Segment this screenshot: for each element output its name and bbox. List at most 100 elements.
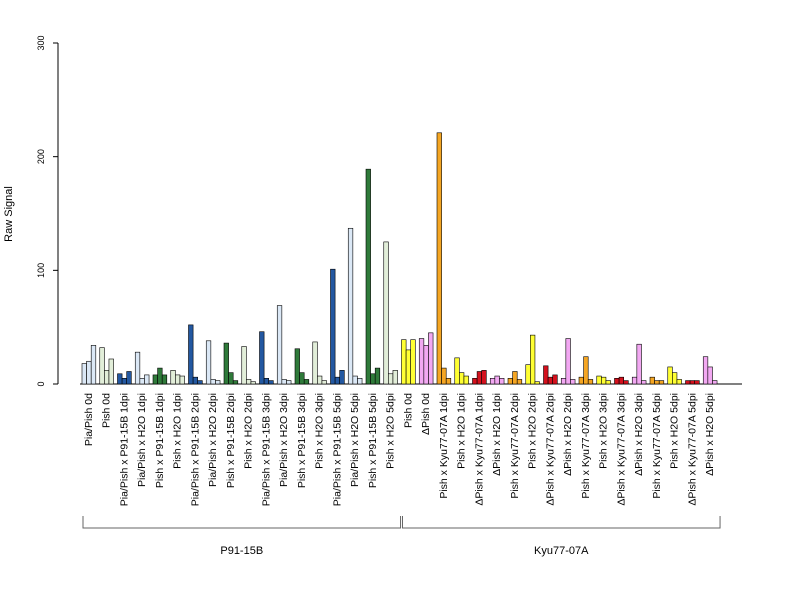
bar xyxy=(601,376,607,385)
bar xyxy=(707,366,713,385)
bar-group xyxy=(383,241,398,385)
bar xyxy=(489,378,496,385)
category-label: Pish x Kyu77-07A 1dpi xyxy=(438,393,450,499)
category-label: Pia/Pish x H2O 5dpi xyxy=(349,393,361,487)
bar xyxy=(530,334,536,385)
bar xyxy=(392,370,398,385)
bar xyxy=(636,343,642,385)
bar xyxy=(578,376,584,385)
bar-group xyxy=(365,168,381,385)
y-axis: 0 100 200 300 xyxy=(36,35,59,387)
category-label: Pish x H2O 1dpi xyxy=(456,393,468,469)
category-label: Pia/Pish 0d xyxy=(83,393,95,446)
bar xyxy=(81,363,87,385)
bar xyxy=(228,372,234,385)
bar-group xyxy=(223,342,239,385)
bar xyxy=(560,378,567,385)
bar-group xyxy=(507,371,523,385)
bar xyxy=(614,378,620,385)
category-label: Pish x H2O 2dpi xyxy=(527,393,539,469)
bar-group xyxy=(472,370,487,385)
bar xyxy=(317,375,323,385)
bar xyxy=(241,346,247,385)
category-label: Pia/Pish x P91-15B 2dpi xyxy=(189,393,201,506)
bar-group xyxy=(578,356,594,385)
bar xyxy=(121,378,127,385)
bar xyxy=(507,378,513,385)
bar xyxy=(144,374,150,385)
bar-group xyxy=(205,340,221,385)
bar xyxy=(303,379,310,385)
bar xyxy=(525,364,531,385)
category-label: ΔPish x Kyu77-07A 5dpi xyxy=(686,393,698,506)
bar-group xyxy=(614,376,629,385)
category-label: Pish x P91-15B 5dpi xyxy=(367,393,379,488)
category-label: ΔPish x H2O 5dpi xyxy=(704,393,716,476)
bar xyxy=(570,379,576,385)
bar xyxy=(441,367,447,385)
bar-group xyxy=(596,375,611,385)
bar xyxy=(405,349,412,385)
bar xyxy=(299,372,305,385)
bar xyxy=(565,338,571,385)
bar xyxy=(428,332,434,385)
bar-group xyxy=(241,346,256,385)
bar xyxy=(108,358,114,385)
bar-group xyxy=(436,132,452,385)
bar xyxy=(418,338,425,385)
bar xyxy=(210,379,216,385)
bar xyxy=(90,345,97,385)
bar xyxy=(152,374,158,385)
bar-group xyxy=(543,365,558,385)
bar xyxy=(534,381,540,385)
bar xyxy=(268,380,274,385)
bar-group xyxy=(454,357,469,385)
y-axis-label: Raw Signal xyxy=(3,186,15,242)
bar xyxy=(631,376,638,385)
bar-group xyxy=(347,227,363,385)
bar xyxy=(383,241,389,385)
bar xyxy=(552,374,558,385)
bar xyxy=(370,373,376,385)
bar xyxy=(197,380,203,385)
category-label: Pish x H2O 3dpi xyxy=(598,393,610,469)
category-label: Pish x H2O 2dpi xyxy=(243,393,255,469)
bar xyxy=(667,366,673,385)
bar-group xyxy=(152,367,168,385)
bar xyxy=(672,372,678,385)
bar xyxy=(294,348,300,385)
bar xyxy=(583,356,589,385)
bar xyxy=(516,379,523,385)
bar xyxy=(365,168,371,385)
bar xyxy=(246,379,252,385)
bar xyxy=(157,367,163,385)
bar xyxy=(676,379,682,385)
bar xyxy=(459,372,465,385)
category-label: Pish x H2O 5dpi xyxy=(669,393,681,469)
bar xyxy=(685,380,691,385)
bar xyxy=(99,347,105,385)
bar xyxy=(512,371,518,385)
bar xyxy=(649,376,655,385)
bar xyxy=(401,339,407,385)
category-label: Pish 0d xyxy=(101,393,113,428)
bar-group xyxy=(117,371,132,385)
category-label: Pia/Pish x P91-15B 3dpi xyxy=(260,393,272,506)
bar xyxy=(658,380,665,385)
bar xyxy=(223,342,229,385)
group-brackets: P91-15B Kyu77-07A xyxy=(82,516,721,557)
bar xyxy=(374,367,381,385)
category-label: Pish x H2O 1dpi xyxy=(172,393,184,469)
group-bracket xyxy=(402,516,721,529)
bar xyxy=(347,227,354,385)
bar-group xyxy=(649,376,665,385)
bar-group xyxy=(525,334,540,385)
y-tick-label: 100 xyxy=(36,263,46,278)
bar xyxy=(170,370,176,385)
bar xyxy=(259,331,265,385)
bar xyxy=(139,378,145,385)
bar xyxy=(126,371,132,385)
bar xyxy=(357,378,363,385)
bar xyxy=(321,380,327,385)
